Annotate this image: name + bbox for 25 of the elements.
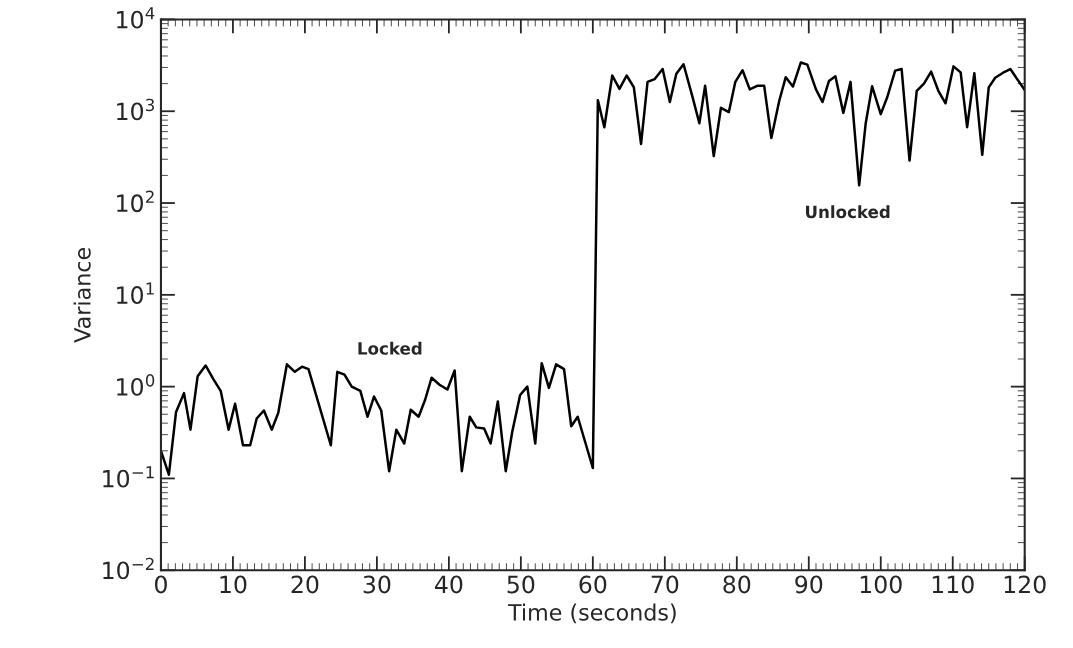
x-tick-label: 90 [795,575,823,594]
y-tick-label: 10$^{3}$ [117,98,154,121]
x-tick-label: 80 [723,575,751,594]
x-tick-label: 10 [220,575,247,594]
y-axis-title: Variance [73,248,91,343]
x-tick-label: 120 [1004,575,1046,594]
x-tick-label: 70 [651,575,679,594]
x-tick-label: 100 [860,575,902,594]
annotation: Unlocked [806,205,890,219]
line-series [160,61,1025,476]
x-axis-title: Time (seconds) [507,603,676,624]
y-tick-label: 10$^{−2}$ [103,557,154,580]
y-tick-label: 10$^{−1}$ [103,466,154,488]
x-tick-label: 30 [363,575,391,594]
x-tick-label: 60 [579,575,607,594]
x-tick-label: 40 [435,575,463,594]
y-tick-label: 10$^{2}$ [117,190,154,213]
x-tick-label: 110 [932,575,974,594]
x-tick-label: 0 [155,575,167,594]
y-tick-label: 10$^{1}$ [117,282,154,304]
x-tick-label: 50 [507,575,535,594]
y-tick-label: 10$^{4}$ [117,7,155,29]
y-tick-label: 10$^{0}$ [117,374,155,396]
x-tick-label: 20 [291,575,319,594]
annotation: Locked [358,341,422,355]
